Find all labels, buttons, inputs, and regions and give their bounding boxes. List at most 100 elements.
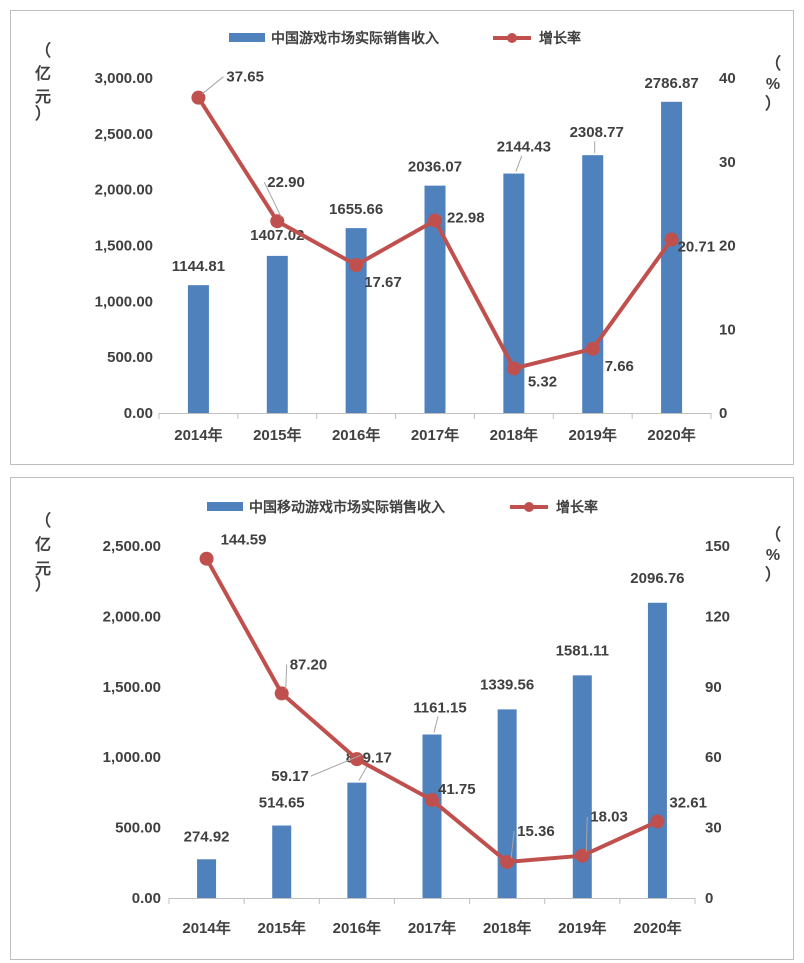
chart-panel-game-market: 中国游戏市场实际销售收入 增长率（亿元）（%） 0.00 500.00 1,000.00… <box>10 10 794 465</box>
right-axis-tick-label: 120 <box>705 608 730 625</box>
revenue-bar <box>345 228 367 413</box>
growth-rate-point <box>664 232 679 247</box>
revenue-bar <box>503 173 525 413</box>
growth-rate-label: 37.65 <box>226 69 264 86</box>
x-axis-category-label: 2018年 <box>490 426 538 444</box>
revenue-bar-label: 2308.77 <box>570 124 624 141</box>
legend-line-marker <box>507 33 517 43</box>
bar-label-leader <box>515 155 523 172</box>
chart-mobile-game-market-revenue: 中国移动游戏市场实际销售收入 增长率（亿元）（%）0.00500.001,000.… <box>35 499 781 937</box>
chart-game-market-revenue: 中国游戏市场实际销售收入 增长率（亿元）（%）0.00500.001,000.00… <box>35 30 781 444</box>
growth-rate-label: 5.32 <box>528 373 557 390</box>
right-axis-tick-label: 60 <box>705 749 722 766</box>
x-axis-category-label: 2020年 <box>647 426 695 444</box>
revenue-bar-label: 2096.76 <box>630 570 684 587</box>
x-axis-category-label: 2017年 <box>411 426 459 444</box>
revenue-bar-label: 1161.15 <box>413 700 466 717</box>
growth-rate-label: 144.59 <box>221 532 267 549</box>
revenue-bar-label: 1144.81 <box>172 258 225 275</box>
growth-rate-point <box>500 854 515 869</box>
left-axis-tick-label: 0.00 <box>124 405 153 422</box>
revenue-bar-label: 1339.56 <box>480 676 534 693</box>
x-axis-category-label: 2014年 <box>174 426 222 444</box>
left-axis-tick-label: 1,500.00 <box>95 238 153 255</box>
left-axis-unit-char: （ <box>35 512 51 530</box>
right-axis-unit-char: % <box>766 76 780 93</box>
x-axis-category-label: 2016年 <box>332 426 380 444</box>
line-label-leader <box>310 754 362 777</box>
line-label-leader <box>585 816 588 852</box>
right-axis-tick-label: 0 <box>719 405 727 422</box>
x-axis-category-label: 2019年 <box>569 426 617 444</box>
left-axis-tick-label: 2,000.00 <box>103 608 161 625</box>
legend-bar-label: 中国移动游戏市场实际销售收入 <box>249 499 445 515</box>
growth-rate-point <box>428 213 442 228</box>
x-axis-category-label: 2015年 <box>253 426 301 444</box>
growth-rate-label: 87.20 <box>290 656 328 673</box>
legend-bar-swatch <box>229 33 265 42</box>
revenue-bar <box>422 734 442 898</box>
left-axis-unit-char: （ <box>35 42 51 60</box>
growth-rate-point <box>274 686 289 701</box>
right-axis-tick-label: 90 <box>705 679 722 696</box>
left-axis-unit-char: 亿 <box>35 535 51 554</box>
growth-rate-label: 41.75 <box>438 781 476 798</box>
revenue-bar-label: 1655.66 <box>329 201 383 218</box>
right-axis-tick-label: 30 <box>705 820 722 837</box>
right-axis-tick-label: 40 <box>719 70 736 87</box>
revenue-bar <box>347 782 367 898</box>
right-axis-unit-char: ） <box>765 566 781 584</box>
x-axis-category-label: 2020年 <box>633 919 681 937</box>
growth-rate-point <box>191 90 206 105</box>
line-label-leader <box>202 76 224 95</box>
legend-line-label: 增长率 <box>539 30 581 46</box>
chart-panel-mobile-game-market: 中国移动游戏市场实际销售收入 增长率（亿元）（%） 0.00 500.00 1,000.… <box>10 477 794 960</box>
right-axis-unit-char: % <box>766 547 780 564</box>
revenue-bar <box>424 185 446 413</box>
revenue-bar <box>266 255 288 413</box>
growth-rate-label: 22.98 <box>447 210 485 227</box>
x-axis-category-label: 2016年 <box>333 919 381 937</box>
left-axis-tick-label: 2,000.00 <box>95 182 153 199</box>
left-axis-tick-label: 3,000.00 <box>95 70 153 87</box>
growth-rate-label: 22.90 <box>267 174 305 191</box>
growth-rate-point <box>650 814 665 829</box>
bar-label-leader <box>358 766 368 781</box>
revenue-bar-label: 1581.11 <box>556 642 609 659</box>
growth-rate-point <box>575 848 590 863</box>
right-axis-unit-char: （ <box>765 55 781 73</box>
right-axis-tick-label: 20 <box>719 238 736 255</box>
growth-rate-point <box>425 793 439 808</box>
right-axis-unit-char: （ <box>765 526 781 544</box>
left-axis-tick-label: 2,500.00 <box>95 126 153 143</box>
line-label-leader <box>285 664 288 690</box>
bar-label-leader <box>433 716 439 733</box>
legend-line-marker <box>524 502 534 512</box>
left-axis-tick-label: 0.00 <box>132 890 161 907</box>
growth-rate-label: 59.17 <box>271 768 309 785</box>
right-axis-tick-label: 30 <box>719 154 736 171</box>
legend-bar-label: 中国游戏市场实际销售收入 <box>271 30 439 46</box>
growth-rate-label: 15.36 <box>517 823 555 840</box>
growth-rate-point <box>585 341 600 356</box>
legend-bar-swatch <box>207 502 243 511</box>
left-axis-tick-label: 500.00 <box>115 820 161 837</box>
left-axis-tick-label: 2,500.00 <box>103 538 161 555</box>
left-axis-tick-label: 500.00 <box>107 349 153 366</box>
revenue-bar <box>661 101 683 414</box>
right-axis-tick-label: 10 <box>719 321 736 338</box>
revenue-bar-label: 2036.07 <box>408 159 462 176</box>
growth-rate-point <box>199 551 214 566</box>
growth-rate-point <box>349 258 364 273</box>
revenue-bar-label: 1407.02 <box>250 227 304 244</box>
revenue-bar <box>572 675 592 898</box>
revenue-bar-label: 2786.87 <box>644 75 698 92</box>
growth-rate-label: 17.67 <box>364 274 402 291</box>
growth-rate-label: 32.61 <box>669 794 707 811</box>
x-axis-category-label: 2019年 <box>558 919 606 937</box>
x-axis-category-label: 2018年 <box>483 919 531 937</box>
revenue-bar-label: 2144.43 <box>497 139 551 156</box>
revenue-bar-label: 514.65 <box>259 795 305 812</box>
x-axis-category-label: 2017年 <box>408 919 456 937</box>
line-label-leader <box>510 830 515 859</box>
